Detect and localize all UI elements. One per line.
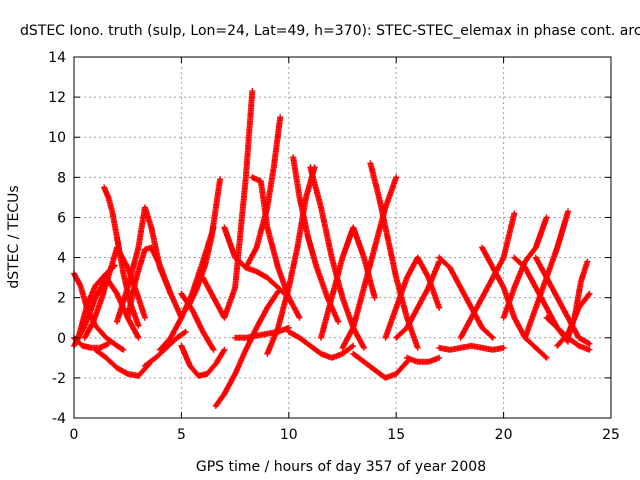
data-arc (522, 208, 571, 341)
plus-markers (522, 208, 571, 341)
data-arc (436, 342, 507, 353)
y-tick-label: 8 (57, 170, 66, 186)
data-arc (178, 290, 217, 353)
plus-markers (532, 254, 593, 347)
data-arc (350, 350, 410, 381)
data-arc (403, 354, 443, 365)
y-tick-label: 2 (57, 291, 66, 307)
y-tick-labels: -4 -2 0 2 4 6 8 10 12 14 (48, 50, 66, 427)
plus-markers (350, 350, 410, 381)
data-arc (199, 88, 256, 321)
x-tick-label: 0 (70, 427, 79, 443)
x-axis-label: GPS time / hours of day 357 of year 2008 (196, 459, 486, 475)
y-tick-label: -4 (52, 411, 66, 427)
plus-markers (212, 288, 282, 409)
x-tick-label: 5 (177, 427, 186, 443)
data-arc (285, 328, 357, 361)
axis-ticks (73, 56, 612, 419)
plus-markers (199, 88, 256, 321)
data-arc (124, 244, 185, 321)
data-arc (565, 258, 591, 341)
data-arc (184, 176, 224, 311)
plus-markers (500, 214, 550, 321)
plus-markers (318, 224, 378, 341)
plus-markers (178, 342, 228, 379)
data-arc (500, 214, 550, 321)
x-tick-labels: 0 5 10 15 20 25 (70, 427, 620, 443)
x-tick-label: 20 (495, 427, 513, 443)
plus-markers (403, 354, 443, 365)
plus-markers (124, 244, 185, 321)
y-tick-label: 4 (57, 251, 66, 267)
x-tick-label: 15 (387, 427, 405, 443)
data-arc (532, 254, 593, 347)
data-arc (367, 160, 421, 351)
data-arc (457, 210, 518, 341)
plus-markers (285, 328, 357, 361)
plus-markers (436, 342, 507, 353)
y-tick-label: 6 (57, 210, 66, 226)
chart-title: dSTEC Iono. truth (sulp, Lon=24, Lat=49,… (20, 23, 640, 39)
y-tick-label: 0 (57, 331, 66, 347)
x-tick-label: 25 (602, 427, 620, 443)
plus-markers (178, 290, 217, 353)
y-tick-label: 10 (48, 130, 66, 146)
y-tick-label: 12 (48, 90, 66, 106)
y-axis-label: dSTEC / TECUs (6, 185, 22, 288)
data-points (71, 88, 593, 409)
x-tick-label: 10 (280, 427, 298, 443)
data-arc (232, 324, 292, 341)
y-tick-label: 14 (48, 50, 66, 66)
data-arc (212, 288, 282, 409)
data-arc (249, 174, 303, 321)
plus-markers (249, 174, 303, 321)
grid-lines (74, 57, 611, 418)
data-arc (393, 258, 443, 341)
plus-markers (184, 176, 224, 311)
data-arc (318, 224, 378, 341)
plus-markers (232, 324, 292, 341)
plus-markers (457, 210, 518, 341)
plus-markers (393, 258, 443, 341)
plus-markers (565, 258, 591, 341)
plus-markers (141, 328, 189, 369)
plot-frame (73, 56, 612, 419)
data-arc (178, 342, 228, 379)
plus-markers (367, 160, 421, 351)
data-arc (141, 328, 189, 369)
y-tick-label: -2 (52, 371, 66, 387)
